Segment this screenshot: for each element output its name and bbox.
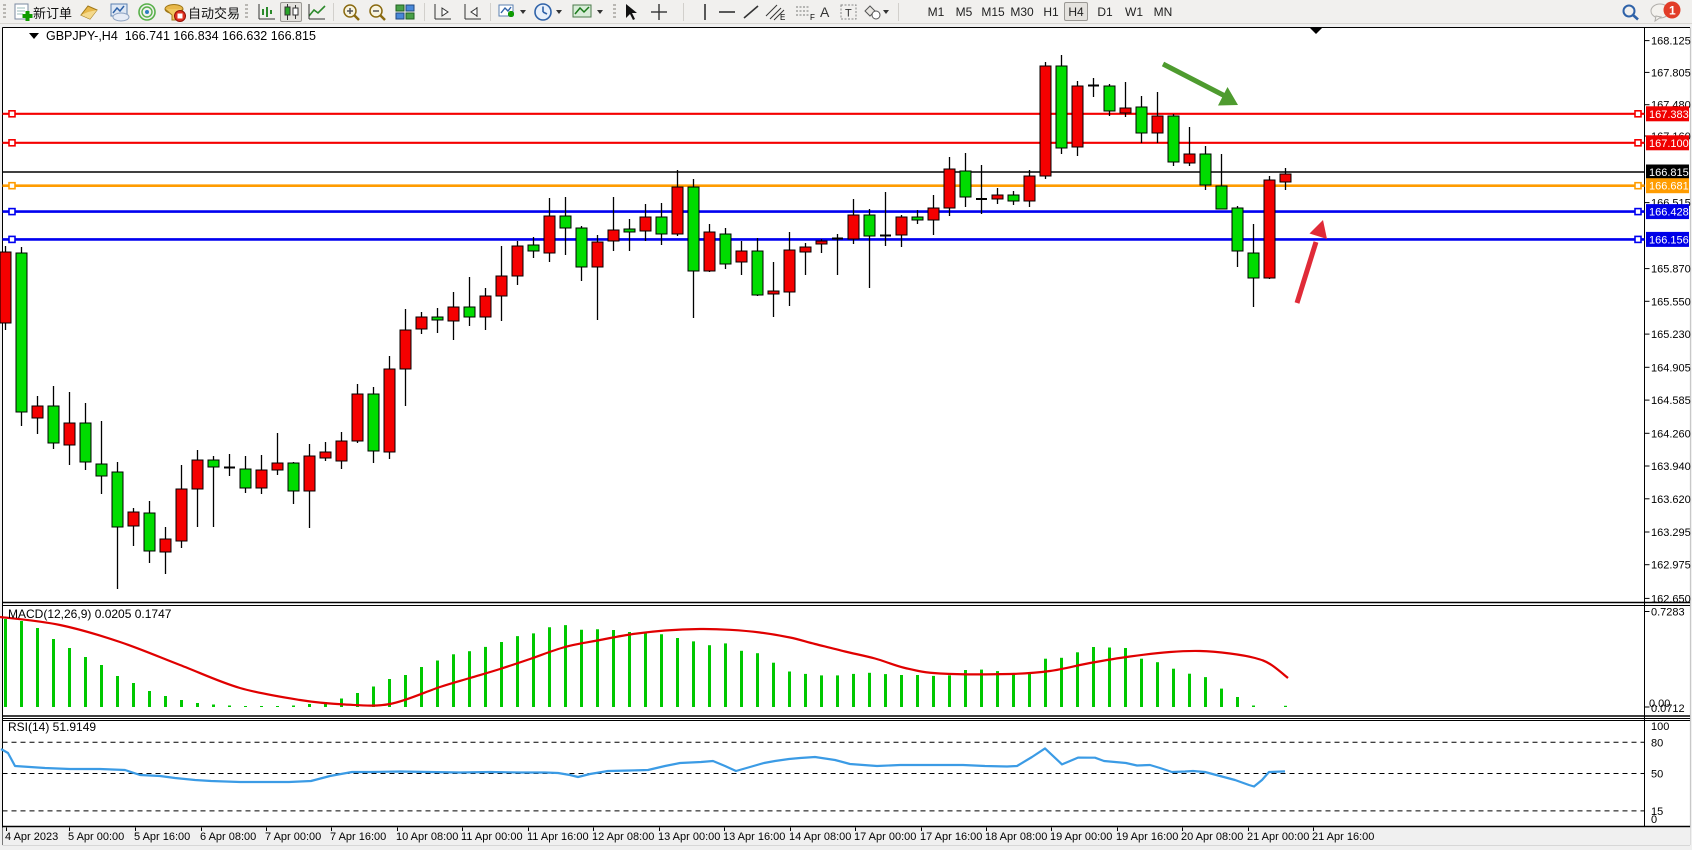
svg-text:167.383: 167.383 <box>1649 109 1689 121</box>
svg-text:163.620: 163.620 <box>1651 494 1691 506</box>
svg-text:11 Apr 16:00: 11 Apr 16:00 <box>527 831 589 843</box>
svg-text:10 Apr 08:00: 10 Apr 08:00 <box>396 831 458 843</box>
svg-text:13 Apr 16:00: 13 Apr 16:00 <box>723 831 785 843</box>
svg-text:166.681: 166.681 <box>1649 181 1689 193</box>
svg-text:1: 1 <box>1669 4 1676 18</box>
svg-text:6 Apr 08:00: 6 Apr 08:00 <box>200 831 256 843</box>
svg-text:12 Apr 08:00: 12 Apr 08:00 <box>592 831 654 843</box>
svg-text:13 Apr 00:00: 13 Apr 00:00 <box>658 831 720 843</box>
svg-text:7 Apr 16:00: 7 Apr 16:00 <box>330 831 386 843</box>
svg-text:163.940: 163.940 <box>1651 461 1691 473</box>
svg-text:17 Apr 00:00: 17 Apr 00:00 <box>854 831 916 843</box>
svg-text:18 Apr 08:00: 18 Apr 08:00 <box>985 831 1047 843</box>
svg-text:21 Apr 00:00: 21 Apr 00:00 <box>1247 831 1309 843</box>
svg-text:15: 15 <box>1651 806 1663 818</box>
svg-text:100: 100 <box>1651 721 1669 733</box>
svg-text:21 Apr 16:00: 21 Apr 16:00 <box>1312 831 1374 843</box>
svg-text:5 Apr 16:00: 5 Apr 16:00 <box>134 831 190 843</box>
svg-text:0.7283: 0.7283 <box>1651 607 1685 619</box>
svg-text:E: E <box>780 13 785 22</box>
svg-text:GBPJPY-,H4 166.741 166.834 16: GBPJPY-,H4 166.741 166.834 166.632 166.8… <box>46 29 316 43</box>
svg-text:165.870: 165.870 <box>1651 264 1691 276</box>
svg-text:162.975: 162.975 <box>1651 560 1691 572</box>
svg-text:166.428: 166.428 <box>1649 207 1689 219</box>
svg-text:167.160: 167.160 <box>1651 131 1691 143</box>
svg-text:167.480: 167.480 <box>1651 100 1691 112</box>
svg-text:11 Apr 00:00: 11 Apr 00:00 <box>461 831 523 843</box>
svg-text:MACD(12,26,9) 0.0205 0.1747: MACD(12,26,9) 0.0205 0.1747 <box>8 607 172 621</box>
svg-text:T: T <box>845 8 852 20</box>
svg-text:7 Apr 00:00: 7 Apr 00:00 <box>265 831 321 843</box>
svg-text:5 Apr 00:00: 5 Apr 00:00 <box>68 831 124 843</box>
svg-text:4 Apr 2023: 4 Apr 2023 <box>5 831 58 843</box>
svg-text:166.515: 166.515 <box>1651 198 1691 210</box>
svg-text:F: F <box>810 13 815 22</box>
svg-text:164.260: 164.260 <box>1651 428 1691 440</box>
svg-text:165.550: 165.550 <box>1651 296 1691 308</box>
svg-text:14 Apr 08:00: 14 Apr 08:00 <box>789 831 851 843</box>
svg-text:164.905: 164.905 <box>1651 362 1691 374</box>
svg-text:20 Apr 08:00: 20 Apr 08:00 <box>1181 831 1243 843</box>
svg-text:164.585: 164.585 <box>1651 395 1691 407</box>
svg-text:167.805: 167.805 <box>1651 67 1691 79</box>
svg-text:50: 50 <box>1651 769 1663 781</box>
svg-text:166.815: 166.815 <box>1649 167 1689 179</box>
svg-text:0.00: 0.00 <box>1649 698 1670 710</box>
svg-text:RSI(14) 51.9149: RSI(14) 51.9149 <box>8 720 96 734</box>
svg-text:163.295: 163.295 <box>1651 527 1691 539</box>
svg-text:162.650: 162.650 <box>1651 593 1691 605</box>
svg-text:19 Apr 16:00: 19 Apr 16:00 <box>1116 831 1178 843</box>
svg-text:17 Apr 16:00: 17 Apr 16:00 <box>920 831 982 843</box>
svg-text:80: 80 <box>1651 737 1663 749</box>
svg-text:0: 0 <box>1651 814 1657 826</box>
svg-text:165.230: 165.230 <box>1651 329 1691 341</box>
svg-text:0.0712: 0.0712 <box>1651 703 1685 715</box>
svg-text:167.100: 167.100 <box>1649 138 1689 150</box>
svg-text:166.156: 166.156 <box>1649 234 1689 246</box>
svg-text:19 Apr 00:00: 19 Apr 00:00 <box>1050 831 1112 843</box>
svg-text:168.125: 168.125 <box>1651 36 1691 48</box>
